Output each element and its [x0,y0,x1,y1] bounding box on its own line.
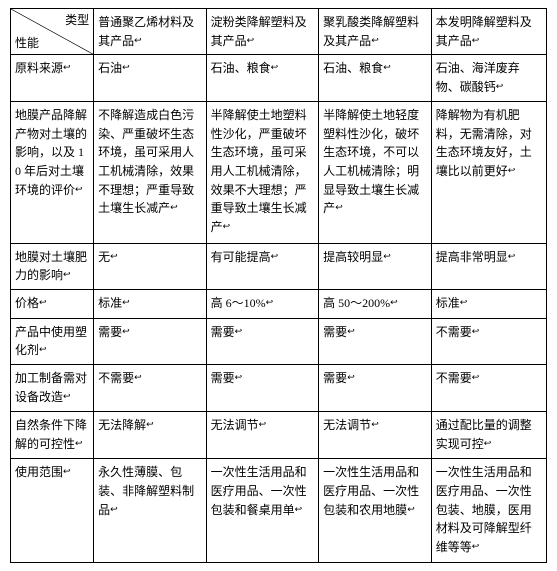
cell-r6-c2: 无法调节↩ [319,412,432,459]
cell-r2-c2: 提高较明显↩ [319,243,432,290]
row-label: 原料来源↩ [11,55,94,102]
cell-r7-c2: 一次性生活用品和医疗用品、一次性包装和农用地膜↩ [319,459,432,563]
cell-r6-c1: 无法调节↩ [206,412,319,459]
row-label: 使用范围↩ [11,459,94,563]
header-diag-top: 类型 [65,11,89,30]
cell-r3-c2: 高 50～200%↩ [319,290,432,318]
header-diag-bottom: 性能 [15,34,39,53]
cell-r1-c0: 不降解造成白色污染、严重破坏生态环境，虽可采用人工机械清除，效果不理想；严重导致… [94,102,207,243]
row-label: 价格↩ [11,290,94,318]
cell-r4-c0: 需要↩ [94,318,207,365]
row-label: 地膜对土壤肥力的影响↩ [11,243,94,290]
cell-r6-c0: 无法降解↩ [94,412,207,459]
cell-r1-c2: 半降解使土地轻度塑料性沙化，破坏生态环境，不可以人工机械清除；明显导致土壤生长减… [319,102,432,243]
cell-r0-c0: 石油↩ [94,55,207,102]
cell-r7-c3: 一次性生活用品和医疗用品、一次性包装、地膜，医用材料及可降解型纤维等等↩ [431,459,546,563]
cell-r2-c1: 有可能提高↩ [206,243,319,290]
cell-r5-c2: 需要↩ [319,365,432,412]
cell-r4-c2: 需要↩ [319,318,432,365]
cell-r0-c2: 石油、粮食↩ [319,55,432,102]
row-label: 地膜产品降解产物对土壤的影响，以及 10 年后对土壤环境的评价↩ [11,102,94,243]
column-header-4: 本发明降解塑料及其产品↩ [431,9,546,55]
cell-r1-c3: 降解物为有机肥料，无需清除，对生态环境友好，土壤比以前更好↩ [431,102,546,243]
cell-r1-c1: 半降解使土地塑料性沙化，严重破坏生态环境，虽可采用人工机械清除，效果不大理想；严… [206,102,319,243]
cell-r3-c0: 标准↩ [94,290,207,318]
cell-r3-c1: 高 6～10%↩ [206,290,319,318]
column-header-2: 淀粉类降解塑料及其产品↩ [206,9,319,55]
column-header-1: 普通聚乙烯材料及其产品↩ [94,9,207,55]
header-diagonal-cell: 类型性能 [11,9,94,55]
cell-r0-c3: 石油、海洋废弃物、碳酸钙↩ [431,55,546,102]
cell-r0-c1: 石油、粮食↩ [206,55,319,102]
cell-r5-c3: 不需要↩ [431,365,546,412]
cell-r2-c0: 无↩ [94,243,207,290]
column-header-3: 聚乳酸类降解塑料及其产品↩ [319,9,432,55]
row-label: 产品中使用塑化剂↩ [11,318,94,365]
cell-r6-c3: 通过配比量的调整实现可控↩ [431,412,546,459]
cell-r3-c3: 标准↩ [431,290,546,318]
cell-r7-c1: 一次性生活用品和医疗用品、一次性包装和餐桌用单↩ [206,459,319,563]
row-label: 自然条件下降解的可控性↩ [11,412,94,459]
row-label: 加工制备需对设备改造↩ [11,365,94,412]
cell-r4-c3: 不需要↩ [431,318,546,365]
cell-r5-c0: 不需要↩ [94,365,207,412]
cell-r5-c1: 需要↩ [206,365,319,412]
cell-r7-c0: 永久性薄膜、包装、非降解塑料制品↩ [94,459,207,563]
comparison-table: 类型性能普通聚乙烯材料及其产品↩淀粉类降解塑料及其产品↩聚乳酸类降解塑料及其产品… [10,8,547,563]
cell-r2-c3: 提高非常明显↩ [431,243,546,290]
cell-r4-c1: 需要↩ [206,318,319,365]
